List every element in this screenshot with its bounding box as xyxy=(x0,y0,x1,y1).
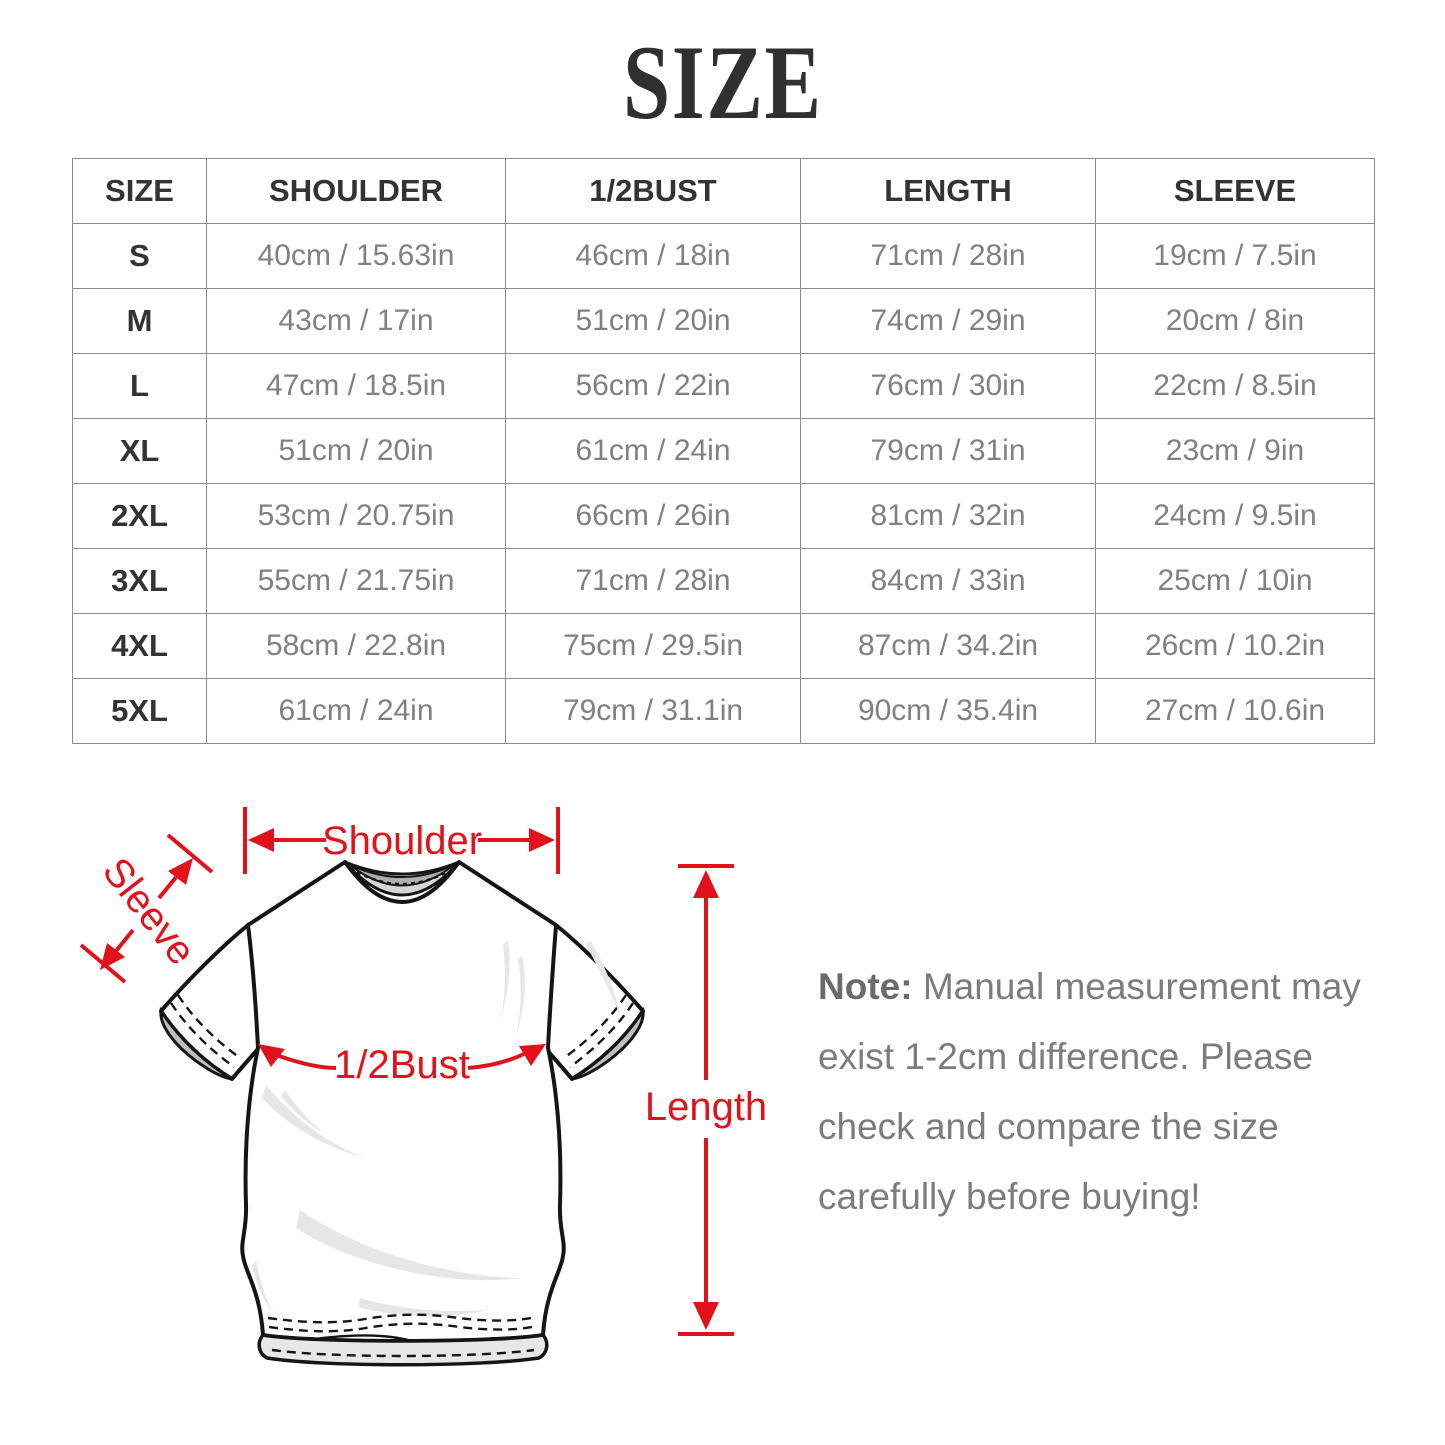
left-cuff-stitch xyxy=(169,1002,235,1068)
bust-label: 1/2Bust xyxy=(334,1043,470,1087)
size-cell: S xyxy=(72,223,207,289)
table-header-row: SIZE SHOULDER 1/2BUST LENGTH SLEEVE xyxy=(72,158,1375,224)
measure-cell: 19cm / 7.5in xyxy=(1095,223,1375,289)
measure-cell: 24cm / 9.5in xyxy=(1095,483,1375,549)
measure-cell: 61cm / 24in xyxy=(206,678,506,744)
table-row: 2XL 53cm / 20.75in 66cm / 26in 81cm / 32in 2… xyxy=(72,483,1375,549)
measure-cell: 79cm / 31.1in xyxy=(505,678,801,744)
measure-cell: 61cm / 24in xyxy=(505,418,801,484)
wrinkle xyxy=(358,1298,490,1317)
measure-cell: 71cm / 28in xyxy=(505,548,801,614)
note-line: check and compare the size xyxy=(818,1106,1279,1147)
shoulder-measure: Shoulder xyxy=(243,807,560,874)
measure-cell: 74cm / 29in xyxy=(800,288,1096,354)
measure-cell: 55cm / 21.75in xyxy=(206,548,506,614)
measure-cell: 46cm / 18in xyxy=(505,223,801,289)
measure-cell: 47cm / 18.5in xyxy=(206,353,506,419)
measure-cell: 51cm / 20in xyxy=(505,288,801,354)
length-label: Length xyxy=(645,1085,767,1129)
table-row: L 47cm / 18.5in 56cm / 22in 76cm / 30in 22cm… xyxy=(72,353,1375,419)
hem-stitch xyxy=(267,1313,538,1324)
size-cell: 5XL xyxy=(72,678,207,744)
tshirt-hem-band xyxy=(257,1333,549,1367)
header-size: SIZE xyxy=(72,158,207,224)
measure-cell: 22cm / 8.5in xyxy=(1095,353,1375,419)
measure-cell: 25cm / 10in xyxy=(1095,548,1375,614)
measure-cell: 27cm / 10.6in xyxy=(1095,678,1375,744)
measure-cell: 84cm / 33in xyxy=(800,548,1096,614)
measure-cell: 79cm / 31in xyxy=(800,418,1096,484)
table-row: 5XL 61cm / 24in 79cm / 31.1in 90cm / 35.4in… xyxy=(72,678,1375,744)
wrinkle xyxy=(296,1210,522,1281)
wrinkle xyxy=(515,955,525,1040)
left-cuff-stitch xyxy=(176,994,241,1059)
header-length: LENGTH xyxy=(800,158,1096,224)
measure-cell: 90cm / 35.4in xyxy=(800,678,1096,744)
length-measure: Length xyxy=(645,864,767,1336)
measure-cell: 26cm / 10.2in xyxy=(1095,613,1375,679)
measure-cell: 75cm / 29.5in xyxy=(505,613,801,679)
tshirt-right-cuff xyxy=(571,1006,645,1081)
table-row: S 40cm / 15.63in 46cm / 18in 71cm / 28in 19c… xyxy=(72,223,1375,289)
measure-cell: 20cm / 8in xyxy=(1095,288,1375,354)
note-label: Note: xyxy=(818,966,913,1007)
measure-cell: 23cm / 9in xyxy=(1095,418,1375,484)
size-cell: M xyxy=(72,288,207,354)
table-row: M 43cm / 17in 51cm / 20in 74cm / 29in 20cm /… xyxy=(72,288,1375,354)
size-cell: 4XL xyxy=(72,613,207,679)
wrinkle xyxy=(281,1090,323,1132)
page-title-text: SIZE xyxy=(622,24,823,141)
measure-cell: 81cm / 32in xyxy=(800,483,1096,549)
measure-cell: 58cm / 22.8in xyxy=(206,613,506,679)
hem-fold-line xyxy=(313,1334,414,1343)
hem-stitch xyxy=(268,1322,539,1333)
right-cuff-stitch xyxy=(569,1002,635,1068)
size-cell: 2XL xyxy=(72,483,207,549)
size-table: SIZE SHOULDER 1/2BUST LENGTH SLEEVE S 40c… xyxy=(72,158,1375,744)
measure-cell: 53cm / 20.75in xyxy=(206,483,506,549)
page-title: SIZE xyxy=(0,30,1445,136)
measure-cell: 71cm / 28in xyxy=(800,223,1096,289)
note-line: exist 1-2cm difference. Please xyxy=(818,1036,1313,1077)
sleeve-measure: Sleeve xyxy=(79,833,214,984)
table-row: 3XL 55cm / 21.75in 71cm / 28in 84cm / 33in 2… xyxy=(72,548,1375,614)
collar-rib-stitch xyxy=(356,870,448,886)
shoulder-label: Shoulder xyxy=(322,819,482,863)
measure-cell: 76cm / 30in xyxy=(800,353,1096,419)
note-line: carefully before buying! xyxy=(818,1176,1201,1217)
note-line: Note: Manual measurement may xyxy=(818,966,1361,1007)
measure-cell: 51cm / 20in xyxy=(206,418,506,484)
size-cell: L xyxy=(72,353,207,419)
tshirt-diagram: Shoulder Sleeve 1/2Bust Length xyxy=(79,807,767,1367)
wrinkle xyxy=(500,940,510,1022)
measure-cell: 56cm / 22in xyxy=(505,353,801,419)
right-cuff-stitch xyxy=(563,994,628,1059)
table-row: 4XL 58cm / 22.8in 75cm / 29.5in 87cm / 34.2… xyxy=(72,613,1375,679)
measure-cell: 40cm / 15.63in xyxy=(206,223,506,289)
wrinkle xyxy=(252,1260,274,1314)
tshirt-left-cuff xyxy=(159,1006,233,1081)
measure-cell: 87cm / 34.2in xyxy=(800,613,1096,679)
size-table-body: S 40cm / 15.63in 46cm / 18in 71cm / 28in 19c… xyxy=(72,223,1375,744)
bust-measure: 1/2Bust xyxy=(258,1043,546,1087)
table-row: XL 51cm / 20in 61cm / 24in 79cm / 31in 23cm … xyxy=(72,418,1375,484)
header-shoulder: SHOULDER xyxy=(206,158,506,224)
size-cell: 3XL xyxy=(72,548,207,614)
header-sleeve: SLEEVE xyxy=(1095,158,1375,224)
wrinkle xyxy=(586,940,620,1015)
note-text: Note: Manual measurement may exist 1-2cm … xyxy=(818,952,1418,1232)
header-bust: 1/2BUST xyxy=(505,158,801,224)
measure-cell: 66cm / 26in xyxy=(505,483,801,549)
measure-cell: 43cm / 17in xyxy=(206,288,506,354)
size-cell: XL xyxy=(72,418,207,484)
